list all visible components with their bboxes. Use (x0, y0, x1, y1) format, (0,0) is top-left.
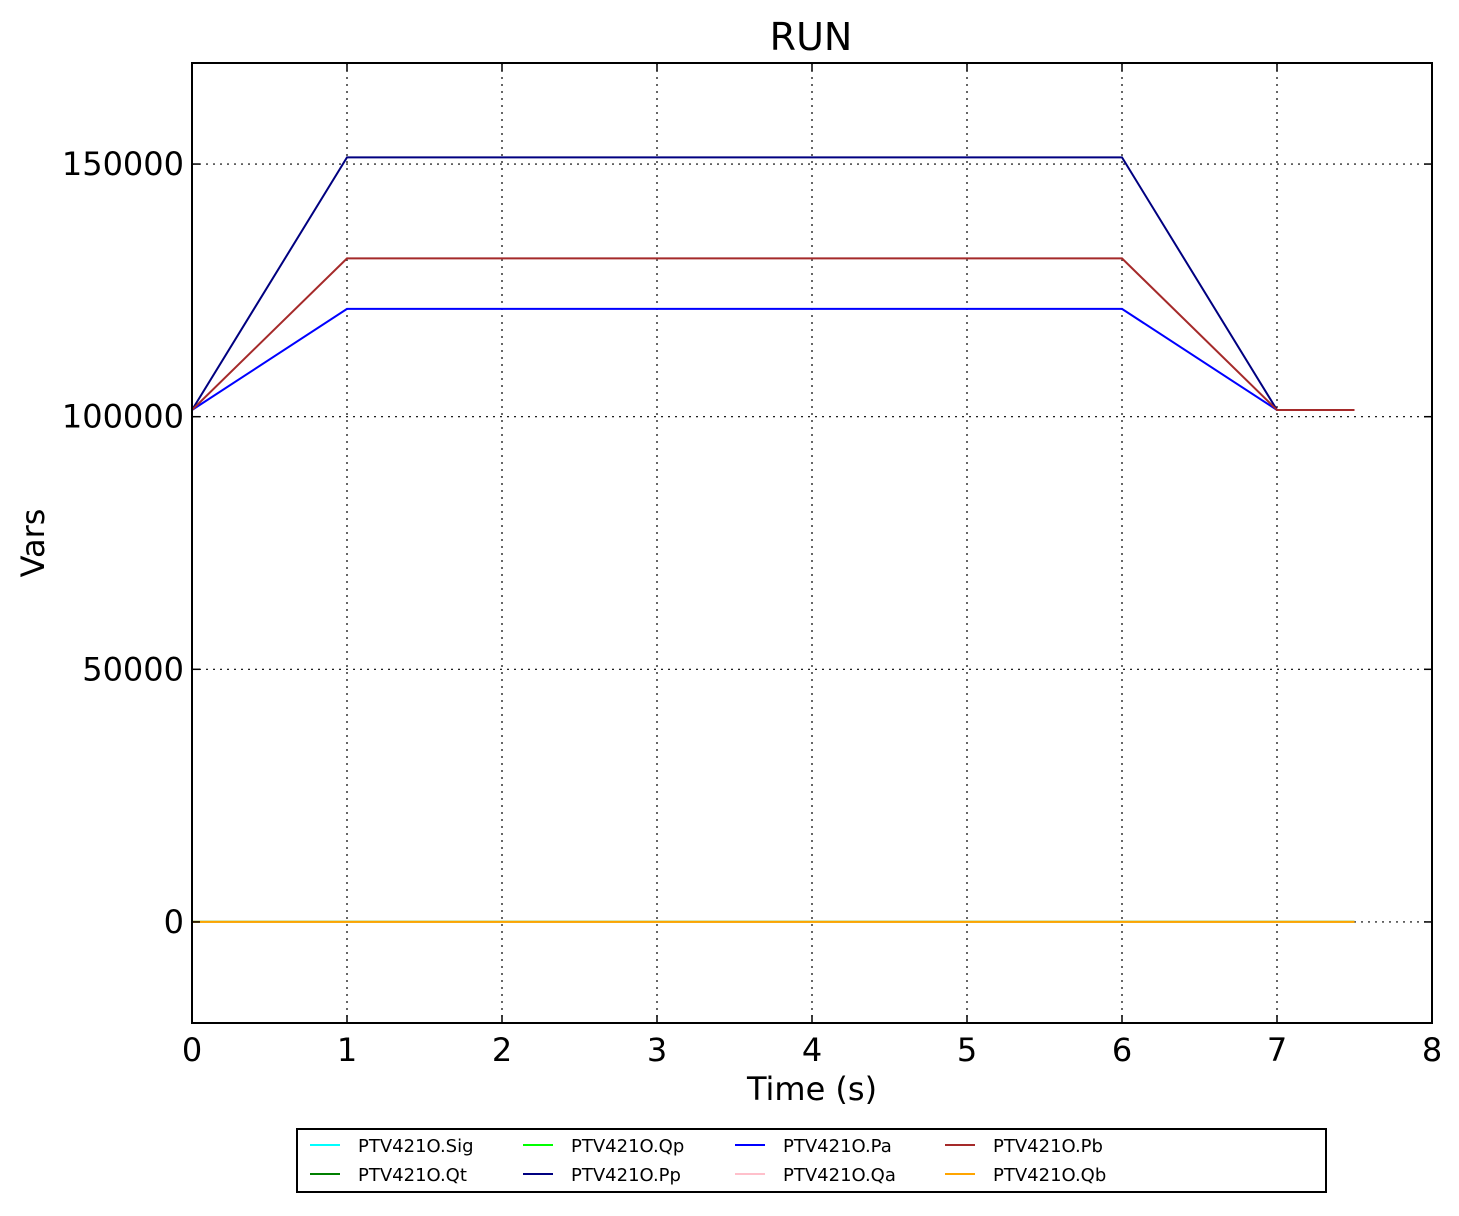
y-tick-label: 0 (164, 903, 184, 941)
y-tick-label: 150000 (62, 145, 184, 183)
series-line-ptv421o-pp (191, 156, 1355, 411)
series-line-ptv421o-pa (191, 307, 1355, 411)
legend-label: PTV421O.Qb (993, 1165, 1106, 1186)
x-tick-label: 6 (1112, 1031, 1132, 1069)
grid-layer (192, 63, 1432, 1023)
x-tick-label: 0 (182, 1031, 202, 1069)
legend-item: PTV421O.Pa (735, 1136, 892, 1157)
legend-item: PTV421O.Qb (945, 1165, 1106, 1186)
legend-item: PTV421O.Qt (310, 1165, 467, 1186)
legend-item: PTV421O.Pb (945, 1136, 1103, 1157)
x-axis-label: Time (s) (746, 1070, 877, 1108)
legend-label: PTV421O.Qp (571, 1136, 684, 1157)
series-layer (191, 156, 1355, 923)
x-tick-label: 4 (802, 1031, 822, 1069)
tick-layer: 0 1 2 3 4 5 6 7 8 0 50000 100000 150000 (62, 63, 1442, 1069)
legend-label: PTV421O.Qa (783, 1165, 896, 1186)
legend-frame (296, 1128, 1327, 1193)
chart-title: RUN (770, 15, 853, 59)
y-tick-label: 100000 (62, 398, 184, 436)
legend-label: PTV421O.Qt (358, 1165, 467, 1186)
series-line-ptv421o-pb (191, 257, 1355, 411)
x-tick-label: 2 (492, 1031, 512, 1069)
legend: PTV421O.Sig PTV421O.Qt PTV421O.Qp PTV421O.P… (296, 1128, 1327, 1193)
legend-item: PTV421O.Qp (523, 1136, 684, 1157)
legend-item: PTV421O.Sig (310, 1136, 474, 1157)
legend-label: PTV421O.Pp (571, 1165, 681, 1186)
legend-label: PTV421O.Pb (993, 1136, 1103, 1157)
x-tick-label: 8 (1422, 1031, 1442, 1069)
y-tick-label: 50000 (82, 650, 184, 688)
legend-label: PTV421O.Pa (783, 1136, 892, 1157)
x-tick-label: 5 (957, 1031, 977, 1069)
x-tick-label: 1 (337, 1031, 357, 1069)
x-tick-label: 7 (1267, 1031, 1287, 1069)
y-axis-label: Vars (14, 509, 52, 578)
legend-item: PTV421O.Pp (523, 1165, 681, 1186)
legend-label: PTV421O.Sig (358, 1136, 474, 1157)
legend-item: PTV421O.Qa (735, 1165, 896, 1186)
legend-items: PTV421O.Sig PTV421O.Qt PTV421O.Qp PTV421O.P… (310, 1136, 1106, 1186)
plot-frame (191, 62, 1433, 1024)
x-tick-label: 3 (647, 1031, 667, 1069)
